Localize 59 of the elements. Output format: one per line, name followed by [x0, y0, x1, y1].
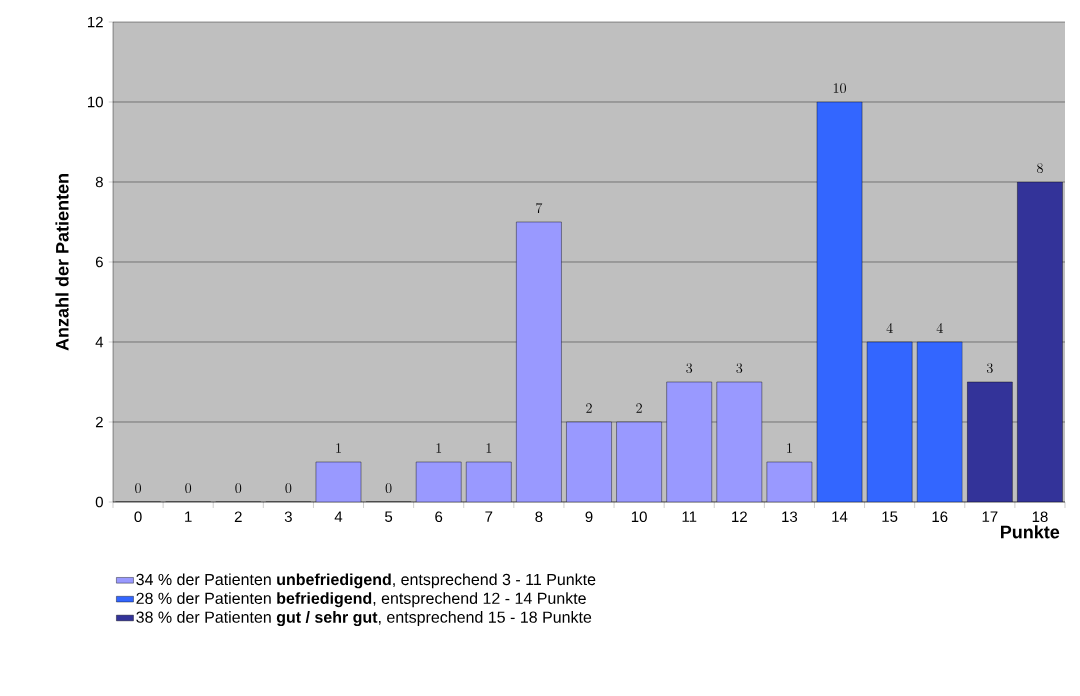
x-tick-label: 7 [485, 511, 493, 522]
bar [466, 461, 512, 502]
data-label: 1 [787, 443, 792, 453]
y-tick-label: 12 [88, 16, 103, 28]
x-tick-label: 11 [682, 511, 697, 522]
x-tick-label: 8 [535, 511, 543, 523]
data-label: 2 [586, 403, 592, 413]
x-tick-label: 5 [385, 511, 393, 522]
data-label: 8 [1037, 163, 1043, 174]
legend-label: 34 % der Patienten unbefriedigend, entsprechend 3 - 11 Punkte [136, 573, 596, 589]
data-label: 3 [686, 363, 693, 374]
bar [315, 461, 362, 502]
x-tick-label: 2 [234, 511, 242, 522]
y-tick-label: 2 [95, 416, 103, 428]
x-tick-label: 12 [732, 511, 747, 522]
data-label: 0 [385, 483, 392, 494]
x-tick-label: 17 [982, 511, 998, 522]
x-tick-label: 10 [631, 511, 647, 523]
x-tick-label: 4 [334, 511, 343, 522]
bar [566, 421, 612, 502]
y-tick-label: 4 [95, 336, 104, 348]
data-label: 0 [285, 483, 292, 494]
legend-label: 38 % der Patienten gut / sehr gut, entsprechend 15 - 18 Punkte [136, 611, 592, 627]
y-tick-label: 0 [95, 496, 103, 508]
legend-label: 28 % der Patienten befriedigend, entsprechend 12 - 14 Punkte [136, 592, 586, 608]
y-tick-label: 8 [95, 176, 103, 188]
data-label: 0 [135, 483, 141, 494]
x-tick-label: 14 [832, 511, 848, 522]
x-tick-label: 13 [782, 511, 798, 523]
y-tick-label: 10 [88, 96, 103, 108]
x-tick-label: 0 [134, 511, 142, 523]
data-label: 1 [436, 443, 442, 453]
y-axis-title: Anzahl der Patienten [55, 174, 69, 351]
data-label: 1 [486, 443, 492, 453]
x-tick-label: 6 [435, 511, 443, 523]
x-tick-label: 3 [284, 511, 292, 523]
data-label: 1 [336, 443, 341, 453]
x-tick-label: 1 [185, 511, 192, 522]
data-label: 0 [235, 483, 242, 494]
data-label: 4 [886, 323, 893, 333]
data-label: 3 [736, 363, 743, 374]
data-label: 3 [986, 363, 993, 374]
bar [766, 461, 813, 502]
x-tick-label: 15 [882, 511, 898, 522]
y-tick-label: 6 [95, 256, 103, 268]
bar [616, 421, 662, 502]
x-tick-label: 9 [585, 511, 593, 523]
data-label: 4 [936, 323, 943, 333]
bar [516, 221, 562, 502]
data-label: 7 [536, 203, 543, 214]
bar [415, 461, 462, 502]
x-axis-title: Punkte [1000, 525, 1060, 539]
data-label: 10 [833, 83, 846, 94]
bar [716, 381, 763, 502]
x-tick-label: 16 [932, 511, 948, 523]
x-tick-label: 18 [1032, 511, 1048, 523]
data-label: 2 [636, 403, 642, 413]
data-label: 0 [185, 483, 192, 494]
bar [666, 381, 712, 502]
